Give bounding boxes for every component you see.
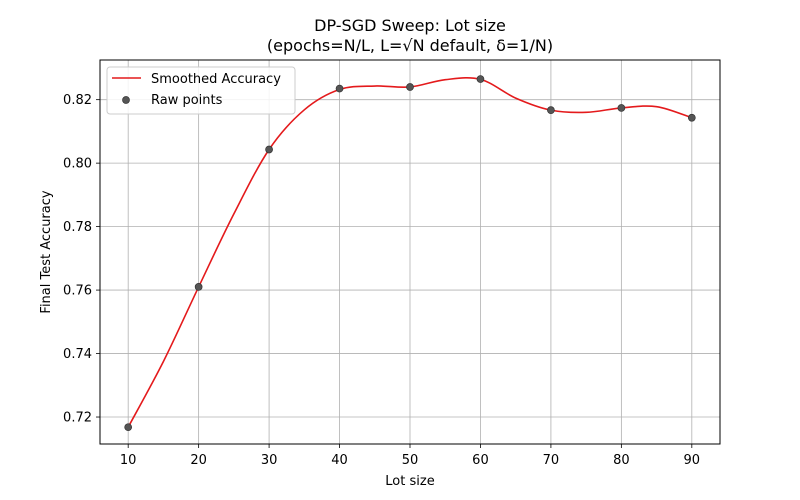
raw-point	[124, 423, 133, 432]
y-tick-label: 0.80	[63, 157, 92, 172]
y-tick-label: 0.72	[63, 411, 92, 426]
raw-point	[547, 106, 555, 114]
x-tick-label: 10	[120, 453, 137, 468]
legend-box	[106, 66, 296, 115]
legend-label-raw: Raw points	[151, 93, 223, 108]
raw-point	[194, 283, 203, 291]
raw-point	[265, 145, 273, 154]
x-axis-ticks: 10 20 30 40 50 60 70 80 90	[120, 444, 700, 468]
x-tick-label: 40	[331, 453, 348, 468]
x-tick-label: 30	[261, 453, 278, 468]
chart-subtitle: (epochs=N/L, L=√N default, δ=1/N)	[267, 36, 553, 55]
x-tick-label: 80	[613, 453, 630, 468]
raw-point	[406, 83, 414, 91]
y-tick-label: 0.74	[63, 347, 92, 362]
legend-point-swatch	[122, 96, 130, 104]
x-axis-label: Lot size	[385, 474, 434, 489]
x-tick-label: 50	[402, 453, 419, 468]
y-tick-label: 0.82	[63, 93, 92, 108]
y-axis-ticks: 0.72 0.74 0.76 0.78 0.80 0.82	[63, 93, 100, 426]
grid	[100, 60, 720, 444]
raw-point	[476, 75, 485, 83]
x-tick-label: 90	[684, 453, 701, 468]
x-tick-label: 70	[543, 453, 560, 468]
smoothed-accuracy-line	[127, 76, 693, 428]
line-layer	[127, 76, 693, 428]
y-tick-label: 0.78	[63, 220, 92, 235]
raw-point	[617, 104, 626, 112]
y-axis-label: Final Test Accuracy	[39, 190, 54, 313]
raw-point	[335, 84, 344, 93]
chart-title: DP-SGD Sweep: Lot size	[314, 16, 506, 35]
y-tick-label: 0.76	[63, 284, 92, 299]
legend-label-smoothed: Smoothed Accuracy	[151, 72, 281, 87]
raw-point	[687, 113, 696, 122]
point-layer	[124, 75, 696, 432]
x-tick-label: 20	[190, 453, 207, 468]
legend: Smoothed Accuracy Raw points	[106, 66, 296, 115]
x-tick-label: 60	[472, 453, 489, 468]
